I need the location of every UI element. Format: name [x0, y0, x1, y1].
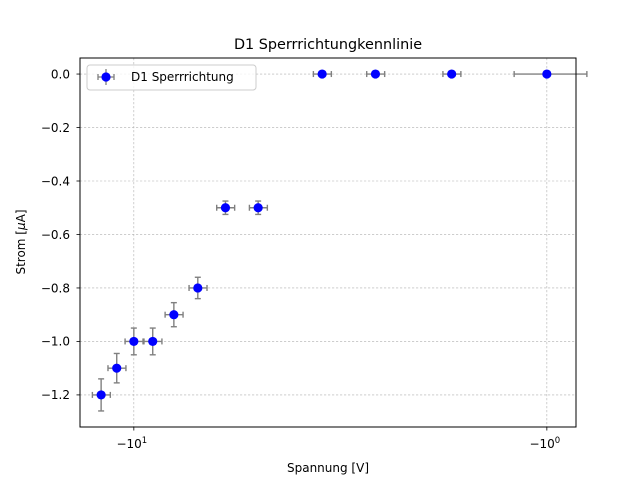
- y-tick-label: −1.0: [41, 335, 70, 349]
- data-point: [442, 69, 462, 79]
- data-marker: [193, 283, 203, 293]
- axis-ticks: 0.0−0.2−0.4−0.6−0.8−1.0−1.2−101 −100: [41, 67, 560, 451]
- legend-label: D1 Sperrrichtung: [131, 70, 234, 84]
- data-point: [107, 352, 127, 384]
- y-tick-label: −0.2: [41, 121, 70, 135]
- legend-marker: [101, 72, 111, 82]
- y-axis-label-mu: μ: [14, 222, 28, 231]
- data-point: [248, 200, 269, 216]
- data-series: [91, 69, 588, 412]
- x-axis-label: Spannung [V]: [287, 461, 369, 475]
- data-point: [312, 69, 333, 79]
- legend-box: [86, 64, 257, 91]
- data-marker: [317, 69, 327, 79]
- data-point: [366, 69, 386, 79]
- x-tick-label-base: −10: [116, 437, 141, 451]
- x-tick-label: −101: [116, 436, 147, 451]
- plot-background: [80, 58, 576, 427]
- y-tick-label: 0.0: [51, 67, 70, 81]
- data-point: [164, 301, 184, 328]
- y-tick-label: −0.8: [41, 281, 70, 295]
- data-marker: [220, 203, 231, 213]
- data-marker: [253, 203, 263, 213]
- data-marker: [447, 69, 457, 79]
- data-marker: [542, 69, 552, 79]
- x-tick-label-exponent: 1: [142, 436, 147, 446]
- y-axis-label: Strom [μA]: [14, 209, 28, 274]
- data-point: [216, 200, 236, 216]
- data-point: [143, 327, 163, 356]
- y-axis-label-suffix: A]: [14, 209, 28, 222]
- x-tick-label-base: −10: [529, 437, 554, 451]
- legend: D1 Sperrrichtung: [86, 64, 257, 91]
- data-point: [188, 276, 208, 300]
- x-tick-label: −100: [529, 436, 560, 451]
- plot-frame: [79, 57, 577, 428]
- y-axis-label-prefix: Strom [: [14, 230, 28, 275]
- data-point: [91, 378, 112, 412]
- data-marker: [129, 336, 139, 347]
- data-marker: [112, 363, 122, 373]
- data-marker: [148, 336, 158, 347]
- data-point: [513, 69, 588, 79]
- y-tick-label: −0.6: [41, 228, 70, 242]
- y-tick-label: −1.2: [41, 388, 70, 402]
- data-point: [124, 327, 144, 356]
- y-tick-label: −0.4: [41, 174, 70, 188]
- data-marker: [96, 390, 106, 400]
- x-tick-label-exponent: 0: [555, 436, 560, 446]
- data-marker: [169, 310, 179, 320]
- chart-title: D1 Sperrrichtungkennlinie: [234, 37, 422, 53]
- data-marker: [370, 69, 381, 79]
